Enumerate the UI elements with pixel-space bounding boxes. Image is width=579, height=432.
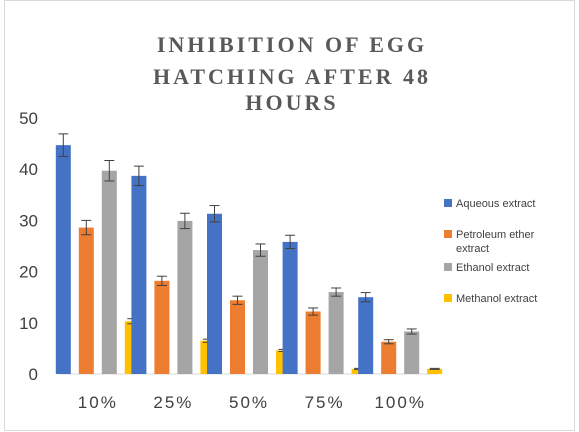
y-tick-label: 10 (19, 314, 38, 333)
bar (404, 331, 420, 374)
x-tick-label: 50% (229, 393, 269, 412)
x-tick-label: 25% (153, 393, 193, 412)
chart-title-line: HATCHING AFTER 48 (153, 64, 431, 89)
y-tick-label: 0 (29, 365, 38, 384)
legend-swatch (444, 263, 452, 271)
legend-label: Aqueous extract (456, 198, 536, 210)
bar (230, 300, 245, 374)
bar (177, 220, 193, 374)
bar (381, 341, 397, 374)
bar (154, 280, 170, 374)
bar (328, 292, 344, 374)
y-tick-label: 40 (19, 160, 38, 179)
bar (55, 145, 71, 374)
legend-swatch (444, 230, 452, 238)
y-tick-label: 20 (19, 263, 38, 282)
legend-label: Petroleum ether (456, 229, 535, 241)
bar (282, 241, 298, 374)
legend-label: Ethanol extract (456, 262, 529, 274)
bar (305, 311, 321, 374)
legend-label: Methanol extract (456, 293, 537, 305)
legend-label: extract (456, 243, 489, 255)
y-tick-label: 50 (19, 109, 38, 128)
y-tick-label: 30 (19, 211, 38, 230)
bar (253, 250, 268, 374)
chart-title-line: INHIBITION OF EGG (157, 32, 427, 57)
legend-swatch (444, 294, 452, 302)
bar (78, 227, 94, 374)
bar (131, 175, 147, 374)
x-tick-label: 100% (374, 393, 425, 412)
legend-swatch (444, 199, 452, 207)
bar (358, 297, 374, 374)
bar (427, 368, 443, 374)
x-tick-label: 10% (78, 393, 118, 412)
x-tick-label: 75% (305, 393, 345, 412)
bar (101, 170, 117, 374)
chart-title-line: HOURS (245, 90, 338, 115)
bar (207, 213, 222, 374)
